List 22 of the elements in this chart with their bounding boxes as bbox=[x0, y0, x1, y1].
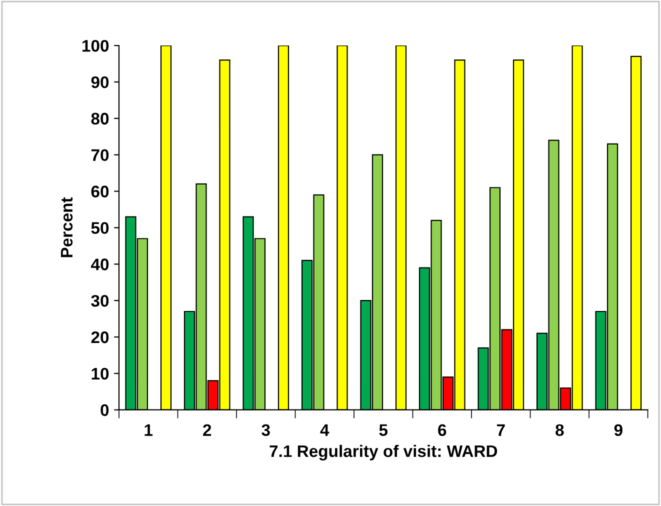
x-tick-label: 8 bbox=[556, 424, 564, 436]
y-tick-label: 100 bbox=[82, 40, 109, 52]
y-tick-label: 30 bbox=[91, 294, 109, 307]
x-tick-label: 3 bbox=[262, 424, 270, 436]
x-tick-label: 7 bbox=[496, 424, 505, 436]
y-tick-label: 90 bbox=[91, 76, 109, 88]
x-tick-label: 5 bbox=[379, 424, 388, 436]
y-tick-label: 20 bbox=[91, 331, 109, 344]
x-tick-label: 6 bbox=[438, 424, 446, 436]
y-tick-label: 80 bbox=[91, 112, 109, 125]
x-axis-title: 7.1 Regularity of visit: WARD bbox=[270, 444, 498, 460]
y-tick-label: 40 bbox=[90, 258, 109, 270]
y-tick-label: 50 bbox=[91, 222, 109, 234]
y-tick-label: 10 bbox=[92, 368, 109, 380]
x-tick-label: 4 bbox=[320, 424, 330, 436]
x-tick-label: 9 bbox=[614, 424, 622, 436]
y-tick-label: 0 bbox=[100, 404, 109, 416]
x-tick-label: 1 bbox=[144, 424, 153, 436]
y-axis-title: Percent bbox=[60, 197, 73, 258]
x-tick-label: 2 bbox=[203, 424, 212, 436]
y-tick-label: 70 bbox=[91, 149, 109, 162]
y-tick-label: 60 bbox=[91, 186, 109, 198]
